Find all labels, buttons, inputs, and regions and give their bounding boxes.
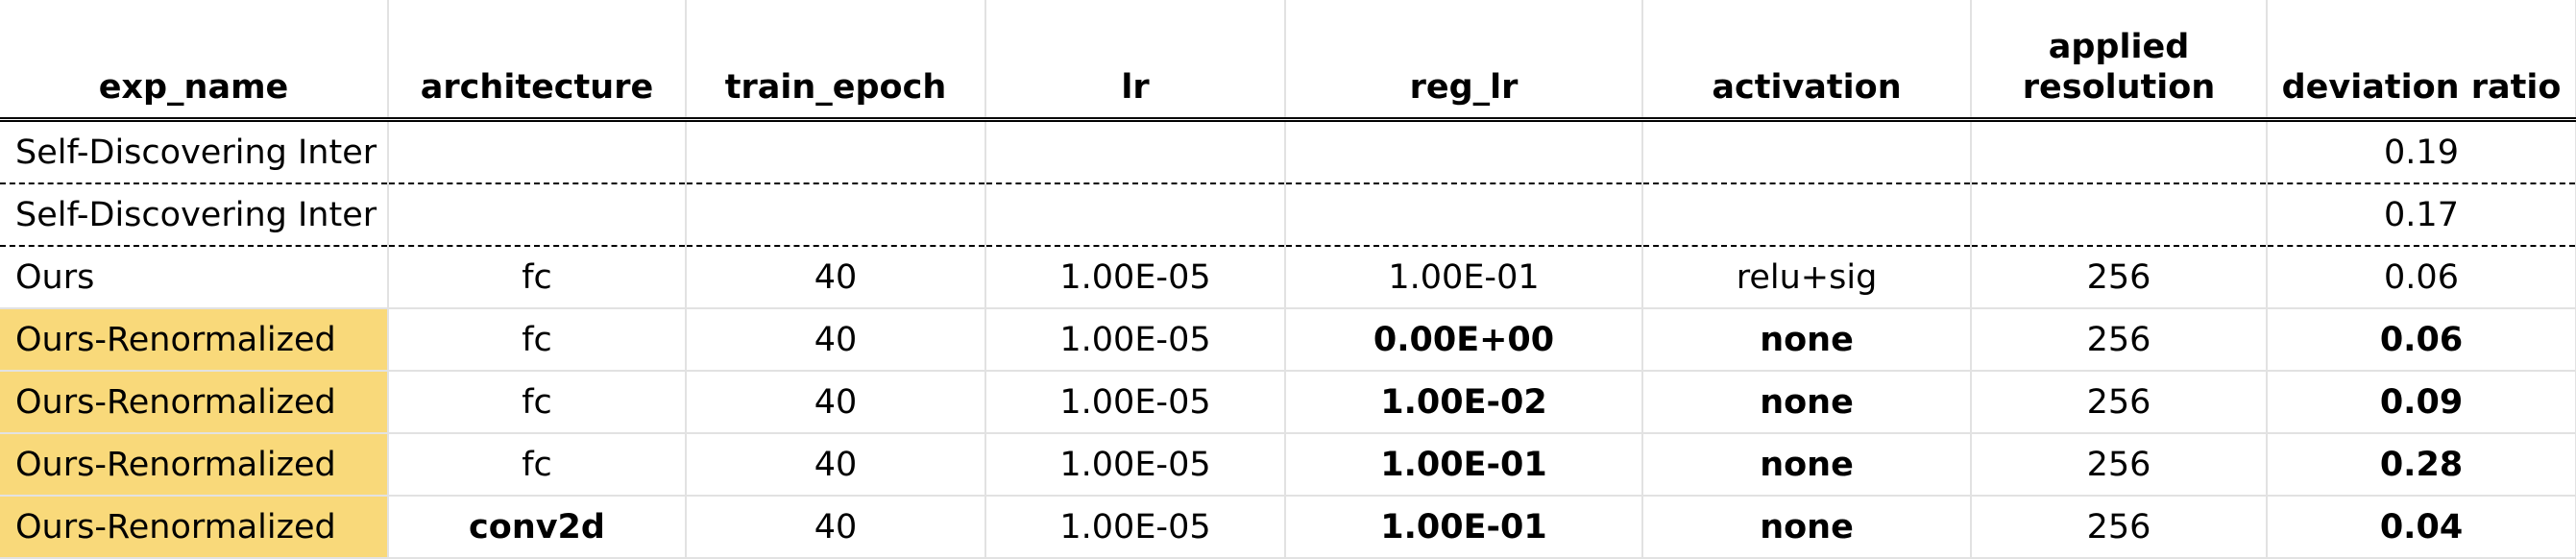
cell-activation[interactable] — [1642, 183, 1972, 247]
cell-lr[interactable]: 1.00E-05 — [985, 371, 1286, 434]
column-header-applied-resolution[interactable]: applied resolution — [1971, 0, 2268, 122]
column-header-exp-name[interactable]: exp_name — [0, 0, 389, 122]
cell-activation[interactable] — [1642, 119, 1972, 184]
column-header-reg-lr[interactable]: reg_lr — [1285, 0, 1643, 122]
cell-reg-lr[interactable]: 1.00E-02 — [1285, 371, 1643, 434]
cell-exp-name[interactable]: Self-Discovering Inter — [0, 119, 389, 184]
cell-exp-name-highlighted[interactable]: Ours-Renormalized — [0, 496, 389, 559]
cell-deviation-ratio[interactable]: 0.17 — [2267, 183, 2576, 247]
cell-lr[interactable]: 1.00E-05 — [985, 246, 1286, 309]
cell-reg-lr[interactable] — [1285, 119, 1643, 184]
cell-deviation-ratio[interactable]: 0.09 — [2267, 371, 2576, 434]
cell-activation[interactable]: relu+sig — [1642, 246, 1972, 309]
cell-train-epoch[interactable] — [686, 183, 986, 247]
cell-train-epoch[interactable]: 40 — [686, 433, 986, 497]
cell-resolution[interactable]: 256 — [1971, 371, 2268, 434]
cell-architecture[interactable] — [388, 183, 687, 247]
cell-activation[interactable]: none — [1642, 308, 1972, 372]
cell-train-epoch[interactable]: 40 — [686, 371, 986, 434]
table-row: Ours-Renormalized fc 40 1.00E-05 1.00E-0… — [0, 433, 2576, 497]
cell-lr[interactable]: 1.00E-05 — [985, 308, 1286, 372]
cell-activation[interactable]: none — [1642, 496, 1972, 559]
cell-train-epoch[interactable]: 40 — [686, 246, 986, 309]
cell-resolution[interactable] — [1971, 183, 2268, 247]
cell-reg-lr[interactable]: 1.00E-01 — [1285, 246, 1643, 309]
cell-deviation-ratio[interactable]: 0.19 — [2267, 119, 2576, 184]
cell-train-epoch[interactable] — [686, 119, 986, 184]
table-row: Ours fc 40 1.00E-05 1.00E-01 relu+sig 25… — [0, 246, 2576, 309]
cell-exp-name-highlighted[interactable]: Ours-Renormalized — [0, 371, 389, 434]
cell-deviation-ratio[interactable]: 0.04 — [2267, 496, 2576, 559]
cell-deviation-ratio[interactable]: 0.06 — [2267, 246, 2576, 309]
cell-exp-name[interactable]: Ours — [0, 246, 389, 309]
cell-exp-name-highlighted[interactable]: Ours-Renormalized — [0, 308, 389, 372]
cell-reg-lr[interactable]: 1.00E-01 — [1285, 496, 1643, 559]
cell-resolution[interactable]: 256 — [1971, 433, 2268, 497]
table-row: Self-Discovering Inter 0.19 — [0, 119, 2576, 184]
cell-exp-name[interactable]: Self-Discovering Inter — [0, 183, 389, 247]
cell-activation[interactable]: none — [1642, 371, 1972, 434]
cell-architecture[interactable]: conv2d — [388, 496, 687, 559]
cell-train-epoch[interactable]: 40 — [686, 308, 986, 372]
cell-reg-lr[interactable] — [1285, 183, 1643, 247]
cell-architecture[interactable] — [388, 119, 687, 184]
table-row: Ours-Renormalized fc 40 1.00E-05 0.00E+0… — [0, 308, 2576, 372]
cell-reg-lr[interactable]: 1.00E-01 — [1285, 433, 1643, 497]
cell-deviation-ratio[interactable]: 0.28 — [2267, 433, 2576, 497]
column-header-train-epoch[interactable]: train_epoch — [686, 0, 986, 122]
cell-resolution[interactable]: 256 — [1971, 308, 2268, 372]
table-row: Self-Discovering Inter 0.17 — [0, 183, 2576, 247]
cell-architecture[interactable]: fc — [388, 371, 687, 434]
cell-activation[interactable]: none — [1642, 433, 1972, 497]
cell-lr[interactable]: 1.00E-05 — [985, 433, 1286, 497]
cell-resolution[interactable]: 256 — [1971, 496, 2268, 559]
cell-resolution[interactable] — [1971, 119, 2268, 184]
cell-deviation-ratio[interactable]: 0.06 — [2267, 308, 2576, 372]
cell-architecture[interactable]: fc — [388, 308, 687, 372]
cell-lr[interactable] — [985, 183, 1286, 247]
column-header-activation[interactable]: activation — [1642, 0, 1972, 122]
column-header-deviation-ratio[interactable]: deviation ratio — [2267, 0, 2576, 122]
cell-exp-name-highlighted[interactable]: Ours-Renormalized — [0, 433, 389, 497]
table-row: Ours-Renormalized fc 40 1.00E-05 1.00E-0… — [0, 371, 2576, 434]
cell-reg-lr[interactable]: 0.00E+00 — [1285, 308, 1643, 372]
cell-resolution[interactable]: 256 — [1971, 246, 2268, 309]
cell-lr[interactable] — [985, 119, 1286, 184]
header-row: exp_name architecture train_epoch lr reg… — [0, 0, 2576, 122]
column-header-architecture[interactable]: architecture — [388, 0, 687, 122]
column-header-lr[interactable]: lr — [985, 0, 1286, 122]
cell-train-epoch[interactable]: 40 — [686, 496, 986, 559]
table-row: Ours-Renormalized conv2d 40 1.00E-05 1.0… — [0, 496, 2576, 559]
cell-lr[interactable]: 1.00E-05 — [985, 496, 1286, 559]
cell-architecture[interactable]: fc — [388, 433, 687, 497]
cell-architecture[interactable]: fc — [388, 246, 687, 309]
